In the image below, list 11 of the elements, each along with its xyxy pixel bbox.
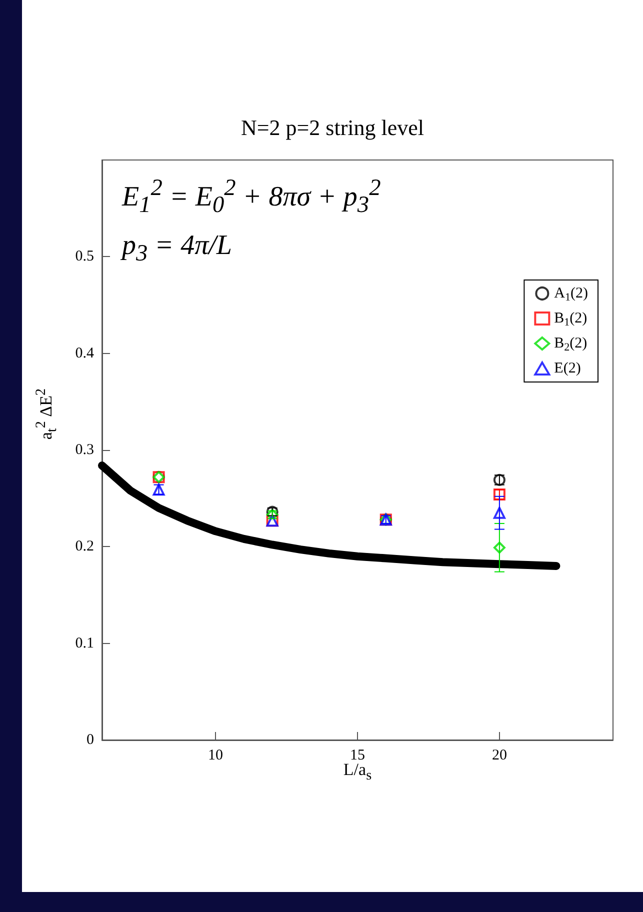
- x-tick-label: 20: [492, 748, 507, 764]
- chart-title: N=2 p=2 string level: [240, 115, 426, 141]
- y-tick-label: 0: [86, 732, 94, 748]
- y-tick-label: 0.5: [75, 248, 94, 265]
- y-tick-label: 0.2: [75, 538, 94, 555]
- y-tick-label: 0.3: [75, 442, 94, 458]
- x-tick-label: 10: [208, 748, 224, 764]
- y-tick-label: 0.4: [75, 345, 94, 362]
- annotation: p$_{3}$ = 4π/L: [122, 230, 232, 268]
- y-tick-label: 0.1: [75, 635, 94, 652]
- legend-label: E(2): [554, 360, 581, 376]
